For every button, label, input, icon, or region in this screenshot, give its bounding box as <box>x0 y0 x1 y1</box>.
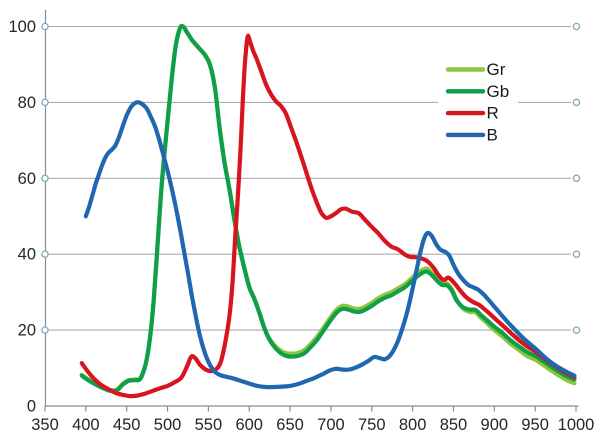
x-axis-tick-label-750: 750 <box>358 416 386 434</box>
series-line-b <box>83 100 577 390</box>
gridline-end-marker-left-80 <box>41 98 49 107</box>
gridline-end-marker-left-60 <box>41 174 49 183</box>
gridline-end-marker-left-100 <box>41 22 49 31</box>
legend-label-b: B <box>487 125 498 144</box>
gridline-end-marker-left-40 <box>41 250 49 258</box>
gridline-end-marker-right-80 <box>572 98 581 107</box>
x-axis-tick-label-800: 800 <box>399 416 427 434</box>
x-axis-tick-label-950: 950 <box>521 416 549 434</box>
gridline-end-marker-right-100 <box>572 22 581 31</box>
x-axis-tick-label-850: 850 <box>440 416 468 434</box>
series-line-r <box>79 33 577 399</box>
legend-label-r: R <box>487 104 499 123</box>
x-axis-tick-label-350: 350 <box>31 416 59 434</box>
y-axis-tick-label-100: 100 <box>8 18 36 36</box>
x-axis-tick-label-400: 400 <box>72 416 100 434</box>
gridline-end-marker-right-20 <box>572 326 581 334</box>
series-line-gb <box>79 24 577 394</box>
x-axis-tick-label-600: 600 <box>235 416 263 434</box>
gridline-end-marker-left-20 <box>41 326 49 334</box>
y-axis-tick-label-0: 0 <box>27 398 36 416</box>
legend-label-gr: Gr <box>487 60 506 79</box>
y-axis-tick-label-80: 80 <box>18 94 36 112</box>
legend-label-gb: Gb <box>487 82 510 101</box>
y-axis-tick-label-20: 20 <box>18 322 36 340</box>
y-axis-tick-label-60: 60 <box>18 170 36 188</box>
x-axis-tick-label-1000: 1000 <box>558 416 595 434</box>
y-axis-tick-label-40: 40 <box>18 246 36 264</box>
x-axis-tick-label-650: 650 <box>276 416 304 434</box>
x-axis-tick-label-500: 500 <box>154 416 182 434</box>
x-axis-tick-label-900: 900 <box>481 416 509 434</box>
gridline-end-marker-right-40 <box>572 250 581 258</box>
gridline-end-marker-right-60 <box>572 174 581 183</box>
x-axis-tick-label-450: 450 <box>113 416 141 434</box>
x-axis-tick-label-550: 550 <box>195 416 223 434</box>
x-axis-tick-label-700: 700 <box>317 416 345 434</box>
